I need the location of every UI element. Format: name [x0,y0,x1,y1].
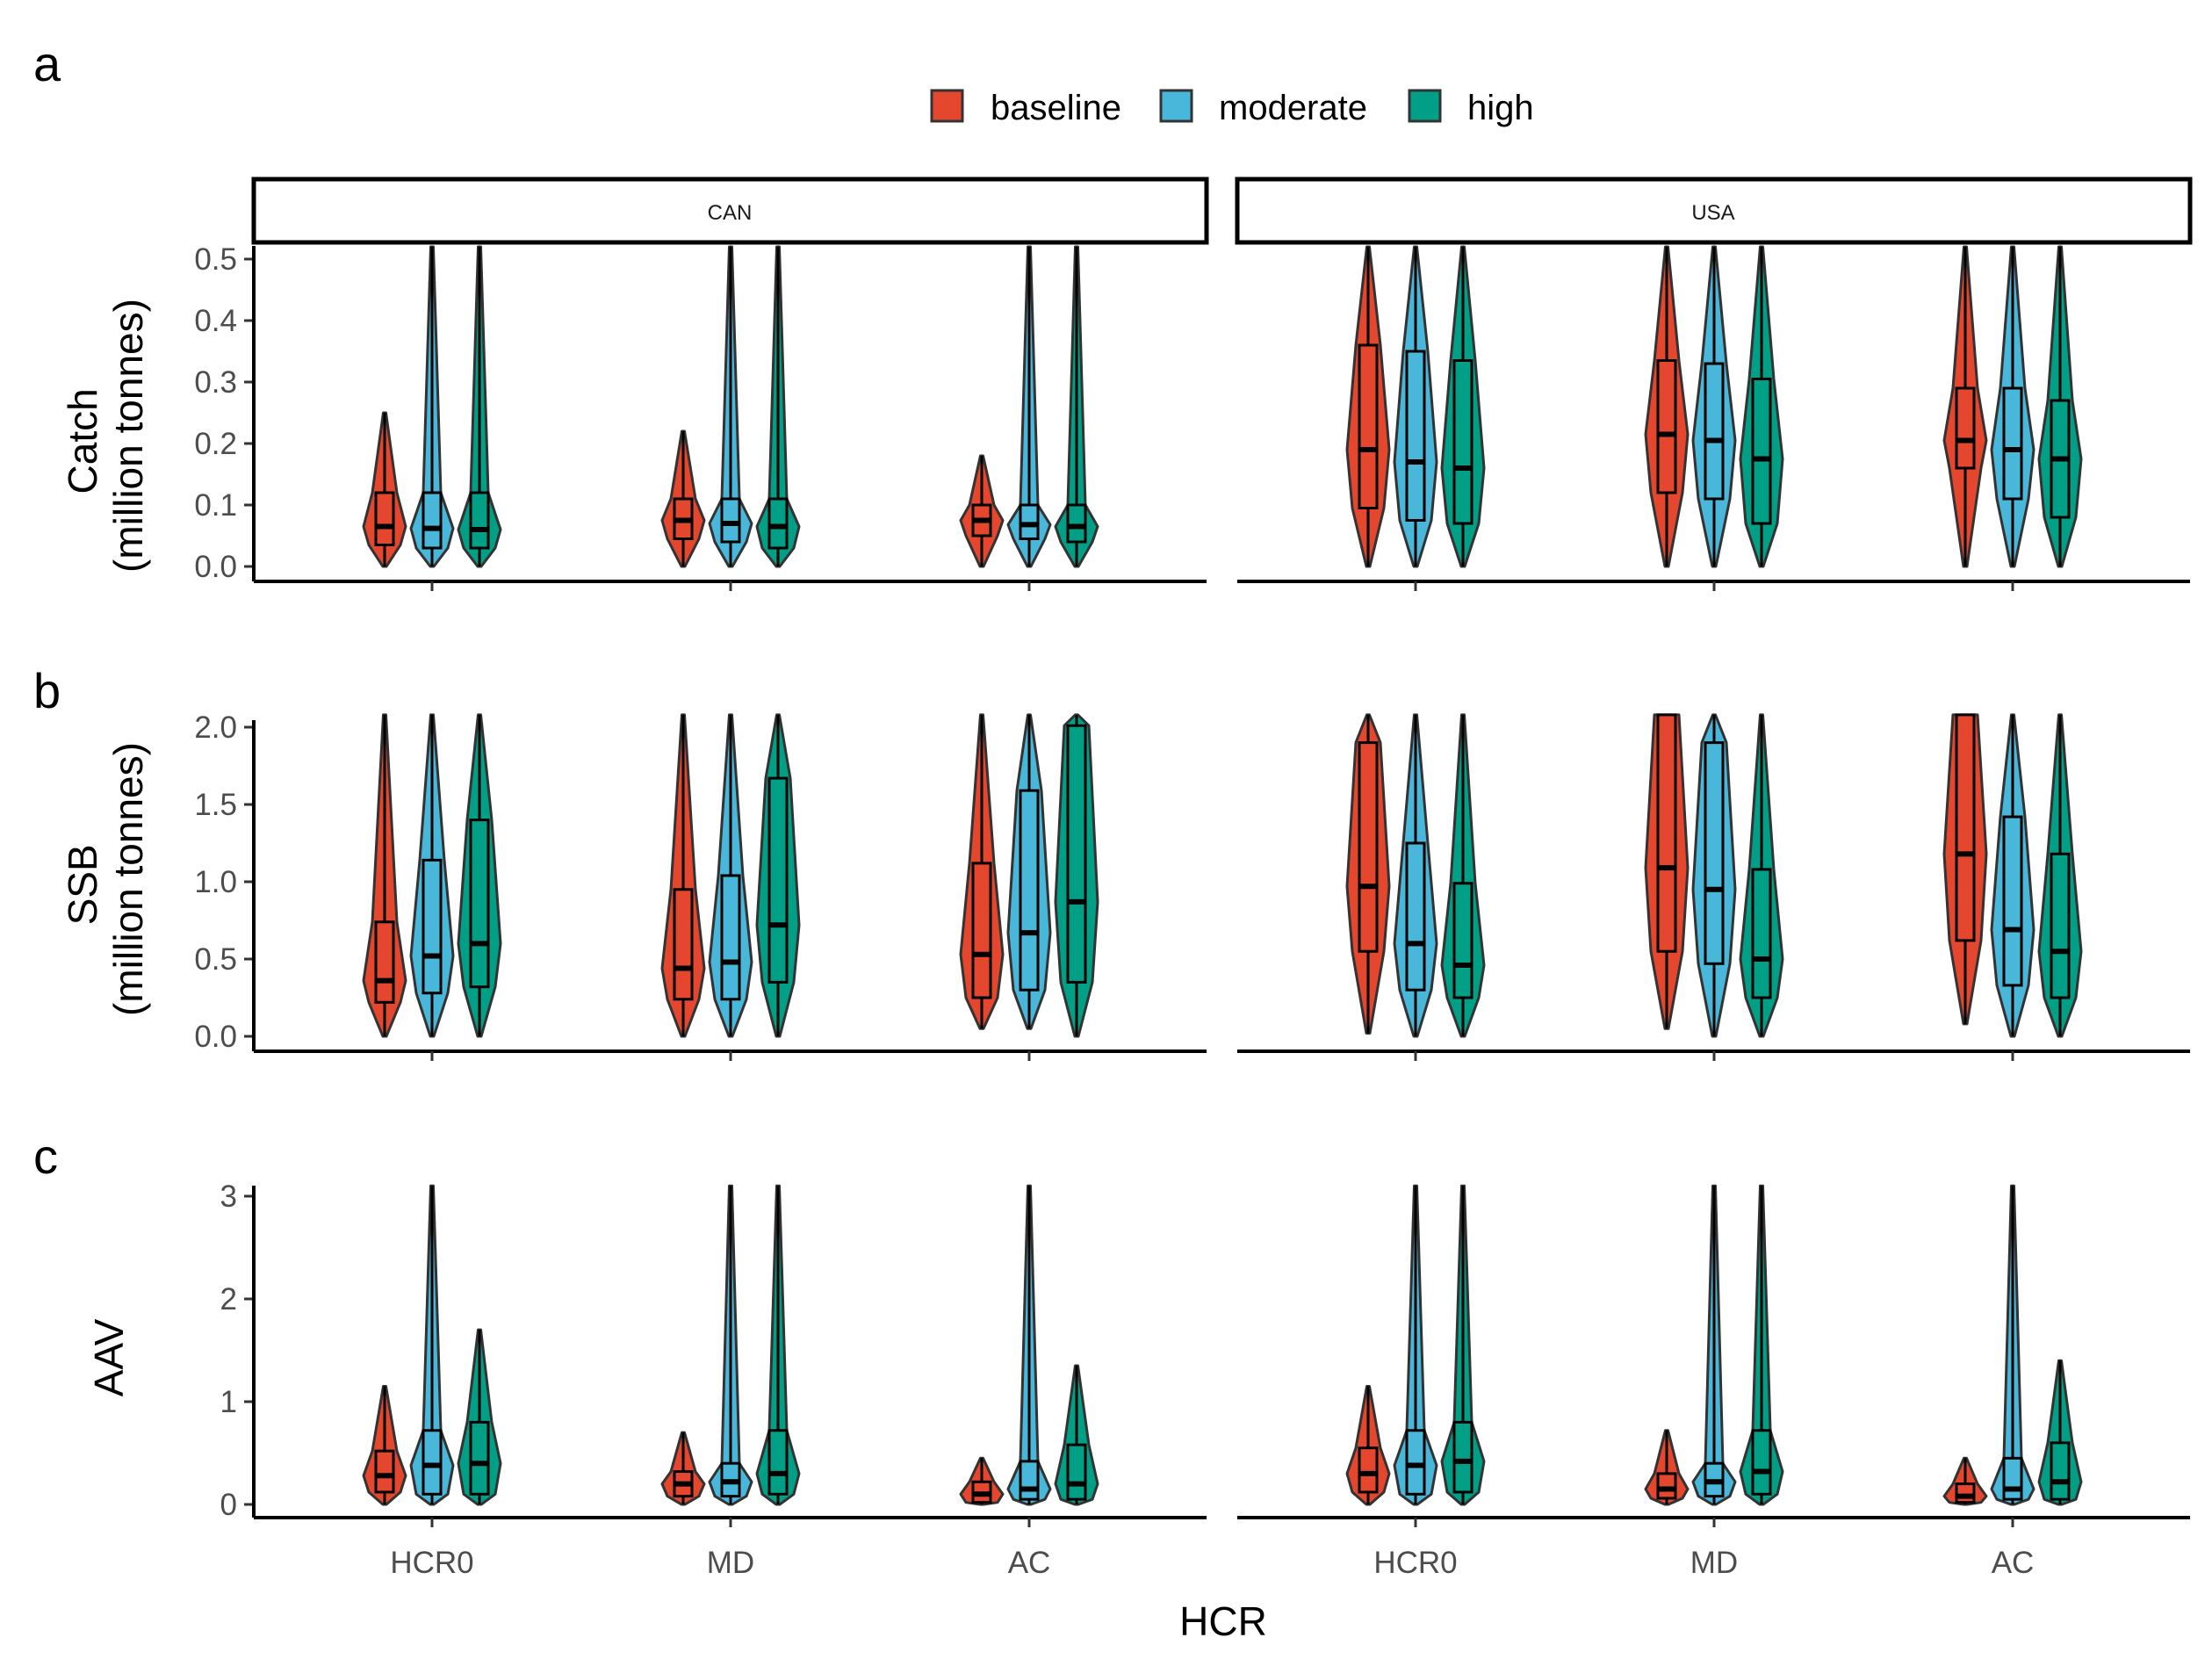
box-a-usa-ac-baseline [1955,386,1976,470]
box-a-can-ac-high [1066,503,1087,544]
box-c-usa-hcr0-moderate [1405,1429,1426,1496]
y-axis-title-catch-line1: Catch [60,388,105,494]
y-tick-label-c-0: 0 [220,1488,237,1522]
box-c-can-hcr0-moderate [422,1429,443,1496]
x-tick-label-usa-md: MD [1690,1546,1738,1580]
legend: baseline moderate high [930,89,1534,127]
box-a-can-ac-moderate [1019,503,1040,540]
box-b-can-hcr0-moderate [422,858,443,995]
facet-strip-box-can [251,177,1209,245]
box-a-usa-ac-moderate [2002,386,2023,501]
box-a-usa-md-baseline [1656,359,1677,494]
y-axis-title-ssb-line1: SSB [60,844,105,925]
y-tick-label-a-3: 0.3 [194,365,237,400]
y-axis-title-aav-line1: AAV [86,1318,132,1396]
y-tick-label-b-3: 1.5 [194,788,237,822]
y-tick-label-b-2: 1.0 [194,865,237,899]
y-tick-label-a-2: 0.2 [194,427,237,461]
box-b-can-ac-baseline [971,862,992,999]
facet-strip-box-usa [1235,177,2193,245]
box-a-can-md-high [767,497,789,550]
box-a-can-md-moderate [720,497,741,544]
y-tick-label-b-4: 2.0 [194,710,237,745]
y-tick-label-c-3: 3 [220,1179,237,1214]
box-c-usa-ac-moderate [2002,1456,2023,1501]
x-axis-title: HCR [1179,1598,1267,1644]
panel-letter-c: c [33,1129,58,1184]
box-b-can-hcr0-baseline [374,920,395,1004]
box-c-usa-hcr0-baseline [1358,1446,1379,1494]
legend-key-high [1408,89,1442,123]
box-c-usa-ac-high [2050,1441,2071,1501]
facet-strip-usa: USA [1235,177,2193,245]
y-axis-title-catch-line2: (million tonnes) [105,299,151,573]
box-b-usa-hcr0-high [1452,882,1473,999]
box-a-usa-hcr0-high [1452,359,1473,525]
box-c-can-ac-moderate [1019,1460,1040,1501]
box-a-can-hcr0-moderate [422,491,443,550]
box-c-usa-md-high [1751,1429,1772,1496]
box-a-can-hcr0-high [469,491,490,550]
facet-strip-label-usa: USA [1691,201,1734,225]
box-a-usa-md-moderate [1704,362,1725,501]
box-c-can-md-high [767,1429,789,1496]
box-b-usa-ac-high [2050,852,2071,999]
box-c-can-hcr0-high [469,1420,490,1496]
legend-label-moderate: moderate [1219,89,1367,127]
box-a-usa-hcr0-moderate [1405,350,1426,522]
box-c-usa-md-baseline [1656,1472,1677,1500]
box-b-can-ac-high [1066,724,1087,984]
legend-label-high: high [1467,89,1534,127]
legend-key-moderate [1159,89,1193,123]
x-tick-label-usa-hcr0: HCR0 [1373,1546,1457,1580]
plot-area: 0.0 0.1 0.2 0.3 0.4 0.5 0.0 0.5 1.0 1.5 2.0 0 1 2 3 [194,242,2190,1527]
y-tick-label-a-0: 0.0 [194,550,237,584]
y-tick-label-c-1: 1 [220,1385,237,1419]
x-tick-label-can-hcr0: HCR0 [390,1546,473,1580]
box-b-usa-md-baseline [1656,713,1677,953]
box-b-can-md-baseline [673,888,694,1001]
facet-strip-label-can: CAN [708,201,753,225]
box-a-usa-hcr0-baseline [1358,343,1379,509]
x-tick-label-can-ac: AC [1008,1546,1051,1580]
box-b-usa-md-high [1751,868,1772,999]
box-b-can-ac-moderate [1019,789,1040,992]
box-b-usa-hcr0-moderate [1405,841,1426,992]
box-b-usa-hcr0-baseline [1358,741,1379,953]
panel-letter-a: a [33,36,61,91]
y-axis-title-ssb-line2: (million tonnes) [105,742,151,1016]
y-axis-title-catch: Catch (million tonnes) [60,299,151,573]
box-b-usa-ac-moderate [2002,815,2023,987]
box-b-can-md-moderate [720,874,741,1001]
box-b-usa-md-moderate [1704,741,1725,965]
y-tick-label-b-1: 0.5 [194,942,237,977]
box-c-usa-hcr0-high [1452,1420,1473,1494]
y-axis-title-aav: AAV [86,1318,132,1396]
x-tick-label-usa-ac: AC [1992,1546,2035,1580]
panel-letter-b: b [33,663,61,718]
y-axis-title-ssb: SSB (million tonnes) [60,742,151,1016]
y-tick-label-a-1: 0.1 [194,488,237,523]
box-c-can-hcr0-baseline [374,1449,395,1494]
box-a-can-hcr0-baseline [374,491,395,546]
box-b-usa-ac-baseline [1955,713,1976,942]
y-tick-label-a-4: 0.4 [194,304,237,338]
y-tick-label-b-0: 0.0 [194,1020,237,1054]
legend-label-baseline: baseline [991,89,1121,127]
box-a-usa-md-high [1751,378,1772,525]
facet-strip-can: CAN [251,177,1209,245]
y-tick-label-c-2: 2 [220,1282,237,1316]
x-tick-label-can-md: MD [707,1546,754,1580]
y-tick-label-a-5: 0.5 [194,242,237,277]
legend-key-baseline [930,89,964,123]
box-c-can-ac-high [1066,1443,1087,1501]
box-c-usa-ac-baseline [1955,1482,1976,1504]
box-b-can-md-high [767,776,789,984]
box-b-can-hcr0-high [469,819,490,989]
